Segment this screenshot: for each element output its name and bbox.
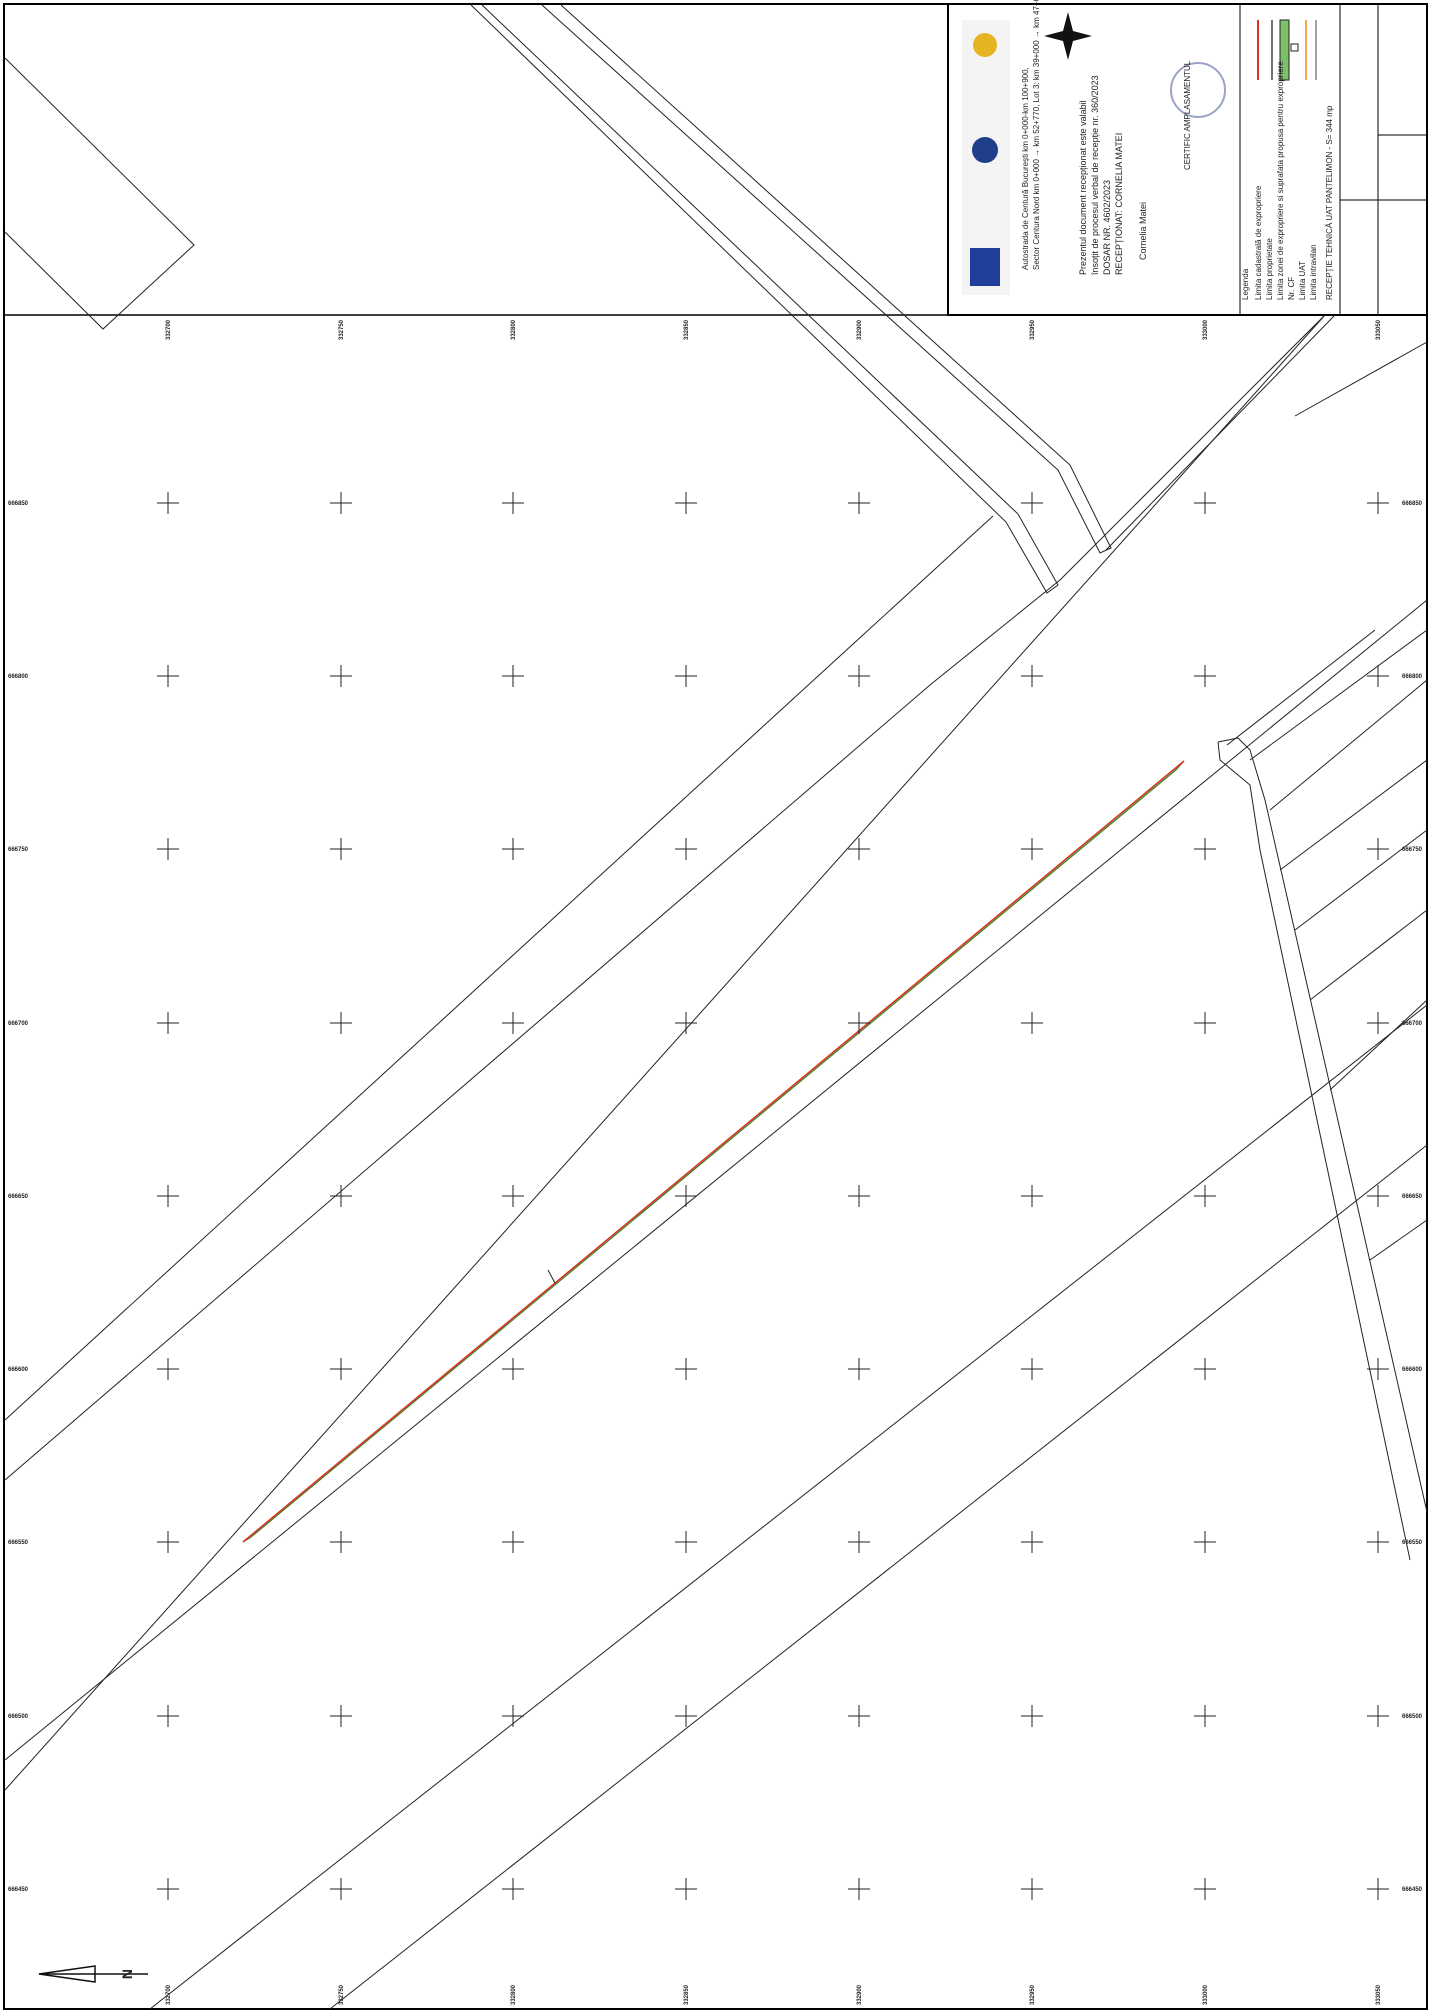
grid-label: 332850	[684, 1984, 690, 2005]
grid-label: 666700	[1402, 1021, 1423, 1027]
reception-text: Prezentul document recepționat este vala…	[1078, 100, 1088, 275]
title-block	[947, 3, 1428, 316]
north-arrow	[38, 1965, 148, 1983]
gov-logo	[972, 137, 998, 163]
legend-item: Nr. CF	[1287, 277, 1296, 300]
grid-label: 666600	[1402, 1367, 1423, 1373]
grid-label: 332950	[1030, 319, 1036, 340]
grid-label: 666600	[8, 1367, 29, 1373]
reception-text: însoțit de procesul verbal de recepție n…	[1090, 75, 1100, 276]
signature: Cornelia Matei	[1138, 202, 1148, 260]
grid-label: 332950	[1030, 1984, 1036, 2005]
grid-label: 332800	[511, 319, 517, 340]
grid-label: 666650	[8, 1194, 29, 1200]
grid-label: 332750	[339, 1984, 345, 2005]
grid-label: 666700	[8, 1021, 29, 1027]
grid-label: 333050	[1376, 319, 1382, 340]
reception-text: DOSAR NR. 4602/2023	[1102, 180, 1112, 275]
reception-text: RECEPȚIONAT: CORNELIA MATEI	[1114, 133, 1124, 275]
legend-symbol	[1290, 43, 1299, 52]
legend-title: Legenda	[1241, 268, 1250, 300]
grid-label: 332900	[857, 319, 863, 340]
grid-label: 666500	[8, 1714, 29, 1720]
project-title: Sector Centura Nord km 0+000 → km 52+770…	[1032, 0, 1041, 270]
eu-logo	[970, 248, 1000, 286]
parcel-lines	[4, 4, 1428, 2010]
plan-title: RECEPȚIE TEHNICĂ UAT PANTELIMON - S= 344…	[1325, 105, 1334, 300]
agency-logo	[973, 33, 997, 57]
north-label: N	[119, 1969, 135, 1979]
stamp-text: CERTIFIC AMPLASAMENTUL	[1183, 60, 1192, 170]
legend-item: Limita intravilan	[1309, 244, 1318, 300]
grid-label: 666450	[8, 1887, 29, 1893]
grid-label: 333000	[1203, 1984, 1209, 2005]
legend-item: Limita cadastrală de expropriere	[1254, 185, 1263, 300]
grid-label: 333000	[1203, 319, 1209, 340]
grid-label: 666850	[8, 501, 29, 507]
grid-label: 666650	[1402, 1194, 1423, 1200]
project-title: Autostrada de Centură București km 0+000…	[1021, 67, 1030, 270]
sheet-border	[3, 3, 1428, 2010]
grid-label: 666750	[8, 847, 29, 853]
grid-label: 666500	[1402, 1714, 1423, 1720]
grid-label: 666800	[8, 674, 29, 680]
grid-label: 332850	[684, 319, 690, 340]
grid-label: 666550	[8, 1540, 29, 1546]
grid-label: 332700	[166, 319, 172, 340]
legend-item: Limita zonei de expropriere si suprafata…	[1276, 61, 1285, 300]
grid-label: 666850	[1402, 501, 1423, 507]
grid-label: 332700	[166, 1984, 172, 2005]
grid-label: 332750	[339, 319, 345, 340]
stamp	[1170, 62, 1226, 118]
expropriation-strip	[242, 760, 1185, 1543]
legend-item: Limita UAT	[1298, 261, 1307, 300]
grid-label: 666750	[1402, 847, 1423, 853]
legend-item: Limita proprietate	[1265, 238, 1274, 300]
compass	[1044, 12, 1092, 60]
grid-label: 332900	[857, 1984, 863, 2005]
grid-label: 332800	[511, 1984, 517, 2005]
grid-label: 666550	[1402, 1540, 1423, 1546]
grid-label: 333050	[1376, 1984, 1382, 2005]
grid-label: 666800	[1402, 674, 1423, 680]
grid-label: 666450	[1402, 1887, 1423, 1893]
legend-symbol	[1279, 19, 1290, 81]
